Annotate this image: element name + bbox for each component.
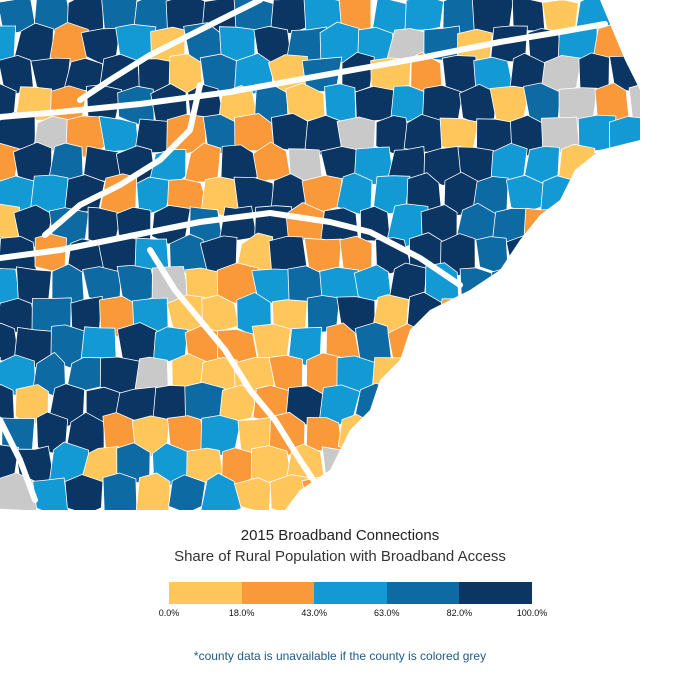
- state-border-diagonal: [147, 247, 323, 493]
- legend-tick-5: 100.0%: [516, 608, 548, 618]
- legend-title: 2015 Broadband Connections: [240, 527, 440, 544]
- legend-swatch-0: [169, 582, 242, 604]
- county-cell: [270, 112, 310, 151]
- coastline-mask: [285, 0, 680, 510]
- county-cell: [82, 266, 122, 302]
- county-cell: [168, 474, 206, 510]
- legend-tick-3: 63.0%: [374, 608, 400, 618]
- county-cell: [64, 474, 104, 510]
- state-border-inner: [42, 82, 203, 238]
- legend-swatch-1: [241, 582, 315, 604]
- county-cell: [32, 477, 69, 510]
- county-cell: [233, 477, 272, 510]
- county-cell: [459, 83, 497, 123]
- legend-tick-1: 18.0%: [228, 608, 255, 618]
- state-border-middle: [0, 210, 463, 288]
- county-cell: [135, 472, 171, 510]
- legend-swatch-2: [314, 582, 387, 604]
- county-cell: [404, 0, 445, 31]
- footnote: *county data is unavailable if the count…: [193, 649, 487, 663]
- state-border-north: [0, 21, 608, 120]
- legend-tick-4: 82.0%: [446, 608, 473, 618]
- legend-swatch-3: [386, 582, 460, 604]
- county-cell: [0, 384, 15, 424]
- color-legend: [169, 582, 532, 604]
- state-border-west: [0, 417, 38, 503]
- legend-swatch-4: [459, 582, 532, 604]
- legend-subtitle: Share of Rural Population with Broadband…: [174, 548, 506, 565]
- county-cell: [354, 85, 395, 123]
- county-cell: [305, 417, 343, 452]
- choropleth-map: [0, 0, 680, 510]
- county-cell: [102, 472, 138, 510]
- state-border-upper-diagonal: [77, 0, 263, 103]
- legend-tick-0: 0.0%: [158, 608, 180, 618]
- state-borders: [0, 0, 605, 500]
- legend-tick-2: 43.0%: [301, 608, 327, 618]
- county-cell: [200, 472, 242, 510]
